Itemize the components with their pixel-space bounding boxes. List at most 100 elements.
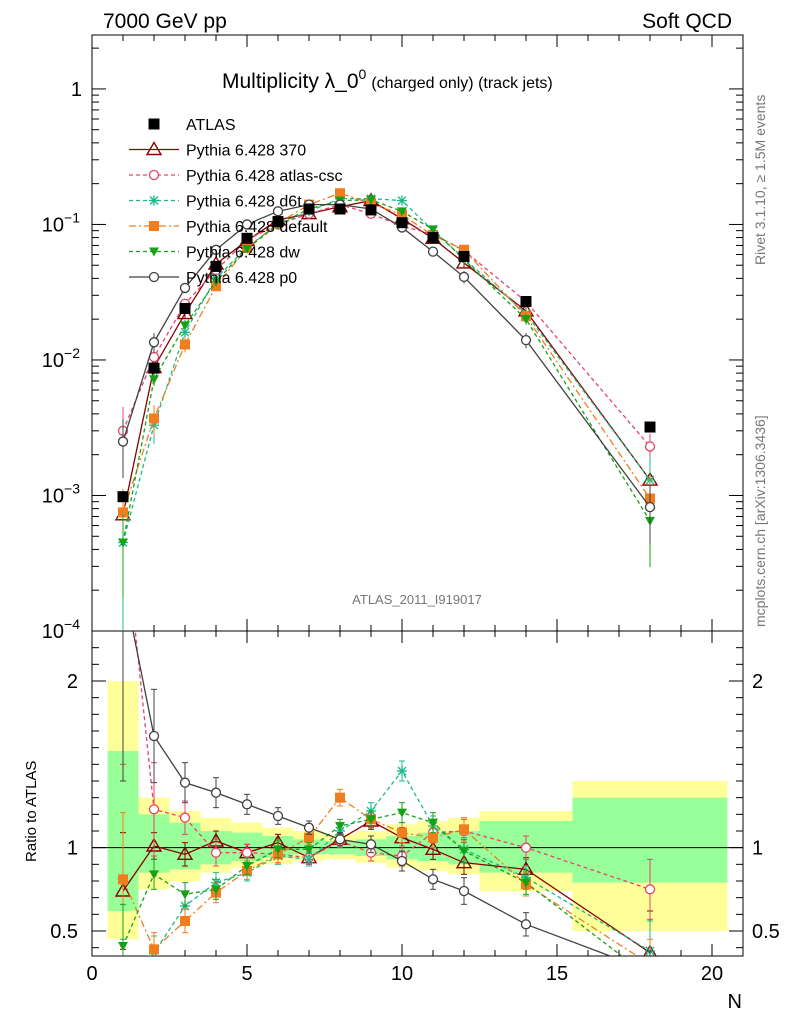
legend-marker [149,195,159,206]
main-point [241,219,253,230]
legend-marker [149,221,159,231]
analysis-label: ATLAS_2011_I919017 [352,592,482,607]
main-point [458,271,470,283]
ratio-point [643,944,657,956]
y-tick-label-ratio-right: 2 [752,671,763,693]
ratio-point [396,855,408,867]
ratio-point [646,967,655,976]
ratio-point [303,822,315,833]
ratio-point [180,890,190,900]
main-point [644,502,656,513]
ratio-point [366,815,376,825]
y-tick-label-ratio: 2 [67,671,78,693]
energy-label: 7000 GeV pp [103,10,227,33]
ratio-point [334,834,346,845]
y-tick-label-ratio-right: 1 [752,838,763,860]
ratio-point [273,845,283,855]
ratio-point [520,919,532,930]
ratio-point [149,870,159,880]
reference-point [241,232,253,244]
main-point [180,339,190,350]
reference-point [210,260,222,272]
ratio-series-layer [114,631,657,983]
ratio-frame [91,630,744,957]
ratio-point [118,968,128,978]
ratio-point [428,832,438,843]
legend-label: Pythia 6.428 d6t [186,194,302,211]
x-tick-label: 0 [86,963,97,985]
ratio-point [397,808,407,818]
ratio-point [148,804,160,815]
reference-point [365,204,377,216]
ratio-point [272,810,284,822]
reference-point [303,203,315,215]
main-point [149,413,159,424]
x-tick-label: 20 [701,963,723,985]
main-series-line [122,192,651,513]
main-point [242,244,252,254]
reference-point [148,362,160,374]
legend: ATLAS Pythia 6.428 370 Pythia 6.428 atlas-… [129,117,343,287]
ratio-point [365,839,377,850]
y-tick-label-ratio: 0.5 [50,921,78,943]
main-point [179,282,191,294]
reference-point [396,217,408,229]
ratio-point [458,885,470,897]
ratio-point [241,847,253,858]
y-tick-label-main: 1 [71,79,82,101]
ratio-point [180,916,190,926]
ratio-point [521,878,531,888]
ratio-point [149,944,159,955]
y-tick-label-ratio-right: 0.5 [752,921,780,943]
main-point [427,246,439,257]
reference-point [117,491,129,503]
tick-labels: 0 5 10 15 20 10−4 10−3 10−2 10−1 1 0.5 0.5 1 1 2 2 [42,79,780,985]
star-stroke [304,854,314,864]
ratio-point [455,854,473,869]
ratio-point [176,845,194,861]
ratio-point [397,827,407,838]
ratio-point [241,799,253,810]
legend-label-reference: ATLAS [186,117,236,134]
legend-label: Pythia 6.428 370 [186,143,306,160]
x-tick-label: 10 [391,963,413,985]
ratio-point [304,832,314,843]
ratio-point [118,942,128,951]
chart-title: Multiplicity λ_00(charged only) (track j… [222,66,553,93]
reference-point [644,421,656,433]
legend-marker [149,247,159,257]
reference-point [458,251,470,263]
legend-label: Pythia 6.428 dw [186,245,300,262]
star-stroke [397,766,407,776]
ratio-point [645,959,655,969]
ratio-point [397,766,407,776]
main-point [366,195,376,205]
ratio-point [644,884,656,895]
main-point [211,277,221,287]
y-tick-label-main: 10−2 [42,345,80,372]
reference-point [334,203,346,215]
main-point [335,188,345,199]
ratio-point [211,885,221,895]
star-stroke [149,196,159,205]
reference-point [427,232,439,244]
ratio-point [148,730,160,742]
ratio-point [179,812,191,823]
legend-label: Pythia 6.428 atlas-csc [186,168,343,185]
y-tick-label-main: 10−4 [42,616,80,643]
legend-label: Pythia 6.428 default [186,219,328,236]
legend-label: Pythia 6.428 p0 [186,270,297,287]
ratio-point [459,847,469,856]
ratio-point [645,974,655,983]
mcplots-label: mcplots.cern.ch [arXiv:1306.3436] [752,415,768,627]
ratio-series-line [122,796,639,956]
y-tick-label-main: 10−3 [42,480,80,507]
main-point [210,244,222,255]
y-tick-label-ratio: 1 [67,838,78,860]
ratio-series-5 [120,631,655,976]
y-tick-label-main: 10−1 [42,209,80,236]
ratio-point [210,847,222,858]
ratio-point [304,845,314,855]
ratio-point [459,824,469,835]
